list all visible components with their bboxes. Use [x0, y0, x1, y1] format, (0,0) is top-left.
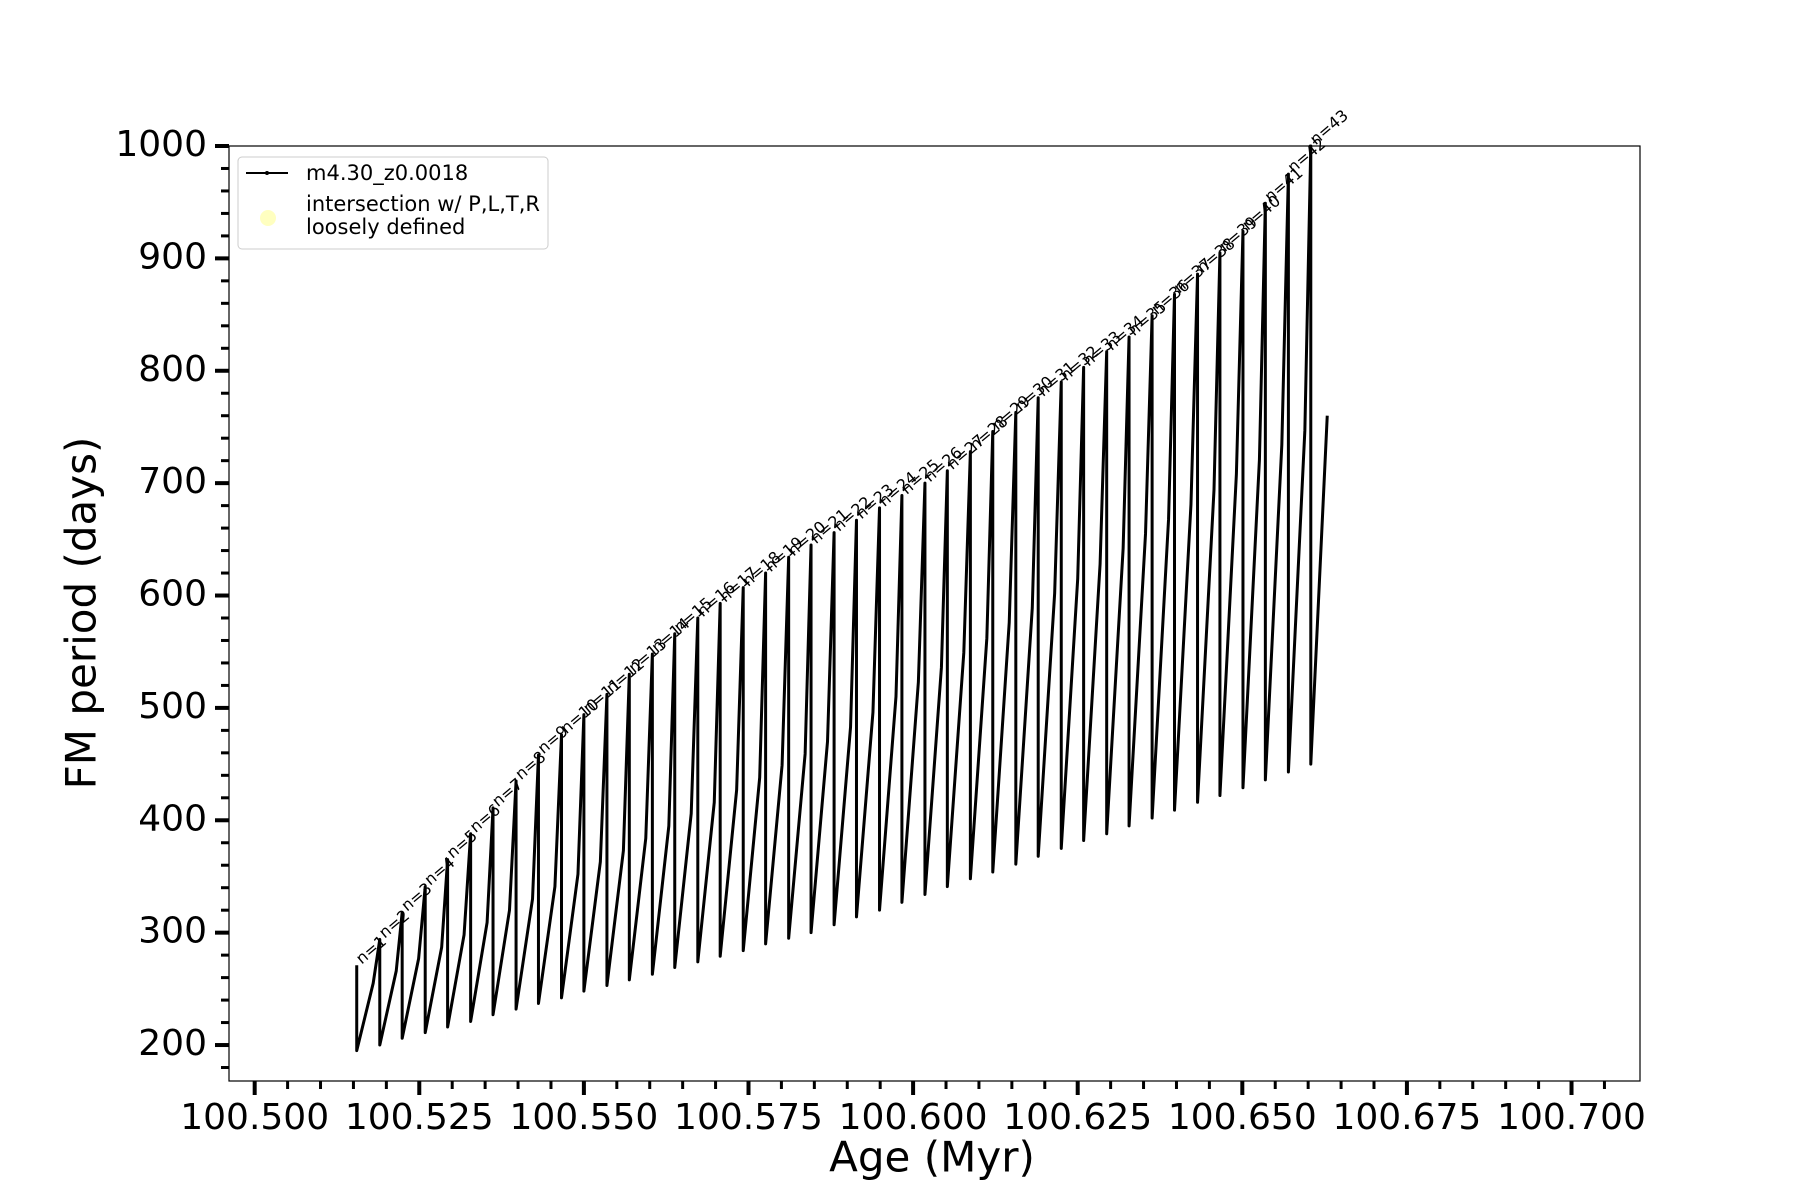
y-tick-label: 500: [138, 686, 207, 727]
legend-label: m4.30_z0.0018: [306, 161, 469, 185]
x-tick-label: 100.525: [345, 1097, 494, 1138]
x-tick-label: 100.550: [509, 1097, 658, 1138]
legend-marker: [260, 210, 276, 226]
plot-frame: [228, 145, 1641, 1082]
x-tick-label: 100.500: [180, 1097, 329, 1138]
annotation: n=43: [1306, 106, 1352, 149]
x-axis-label: Age (Myr): [829, 1133, 1035, 1182]
y-tick-label: 1000: [115, 124, 207, 165]
y-tick-label: 600: [138, 574, 207, 615]
x-tick-label: 100.675: [1332, 1097, 1481, 1138]
y-tick-label: 200: [138, 1023, 207, 1064]
legend-label: intersection w/ P,L,T,R loosely defined: [306, 192, 540, 239]
y-tick-label: 800: [138, 349, 207, 390]
legend-box: [237, 156, 549, 250]
x-tick-label: 100.700: [1497, 1097, 1646, 1138]
data-line: [355, 144, 1329, 1053]
x-tick-label: 100.575: [674, 1097, 823, 1138]
x-tick-label: 100.625: [1003, 1097, 1152, 1138]
y-tick-label: 400: [138, 798, 207, 839]
x-tick-label: 100.600: [839, 1097, 988, 1138]
legend-marker: [265, 171, 269, 175]
y-axis-label: FM period (days): [57, 437, 106, 790]
x-tick-label: 100.650: [1168, 1097, 1317, 1138]
y-tick-label: 900: [138, 236, 207, 277]
y-tick-label: 700: [138, 461, 207, 502]
y-tick-label: 300: [138, 911, 207, 952]
